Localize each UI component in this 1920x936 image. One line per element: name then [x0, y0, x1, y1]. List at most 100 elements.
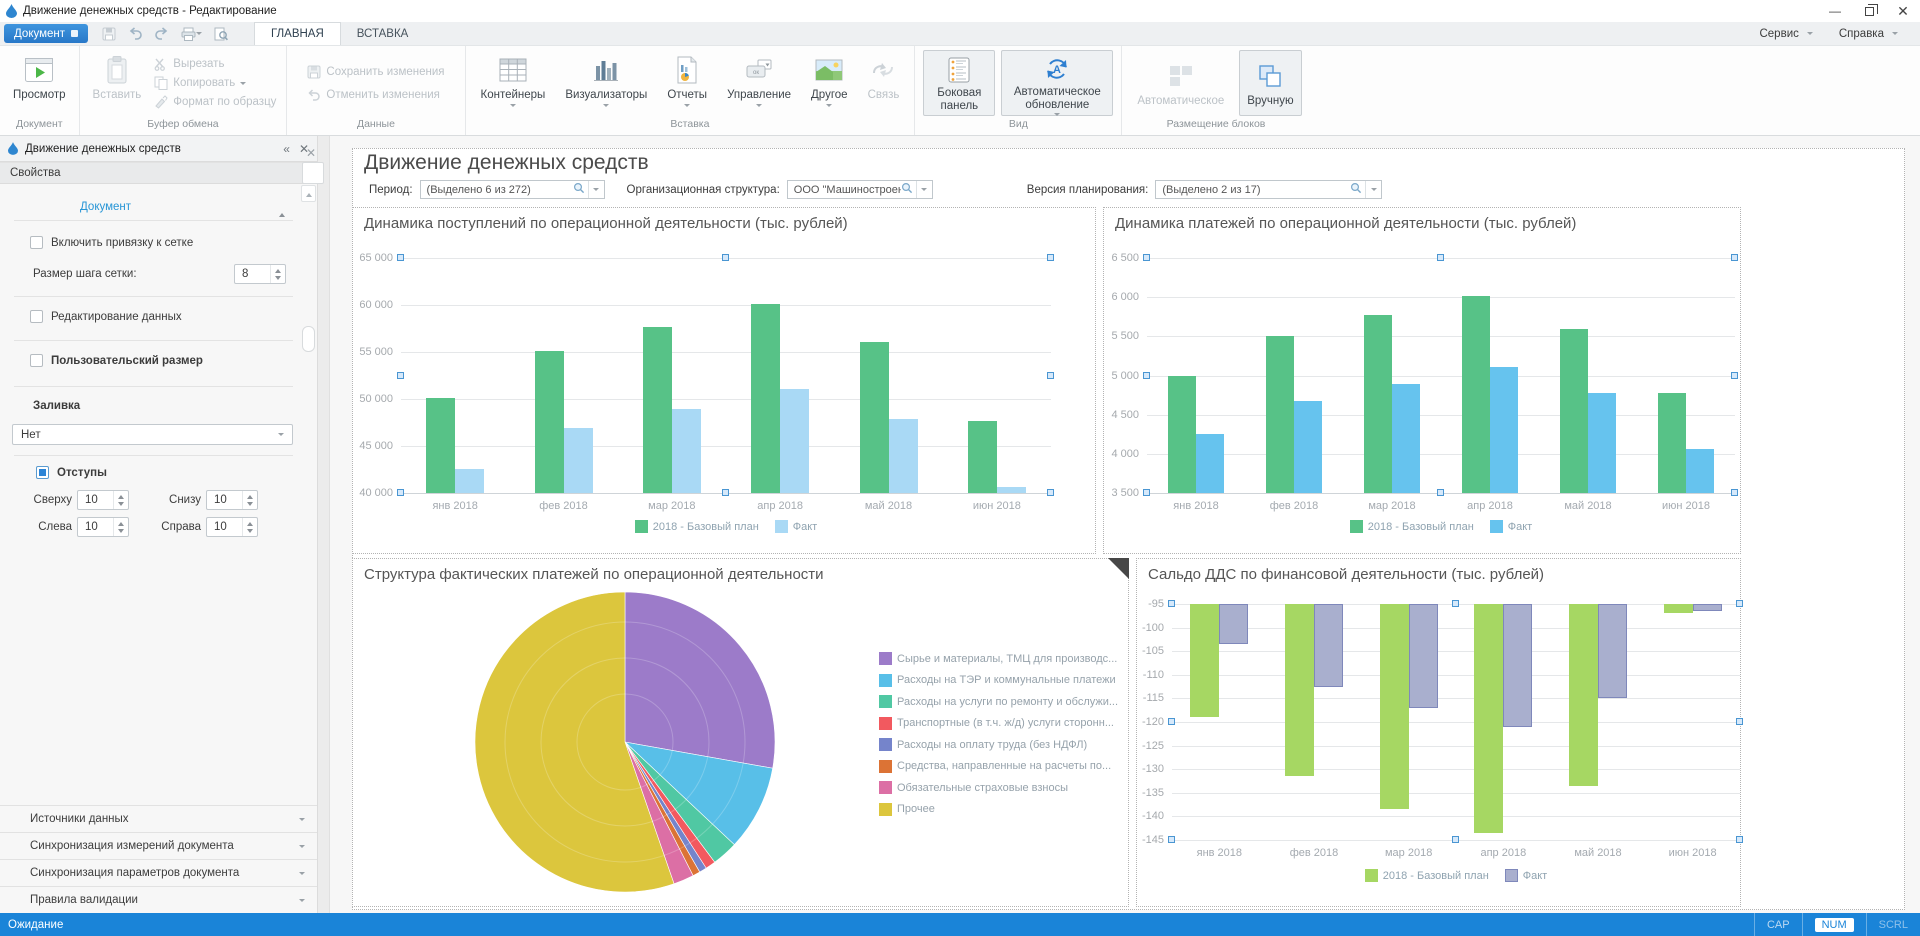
bar-fact[interactable]: [1588, 392, 1616, 493]
manual-layout-button[interactable]: Вручную: [1239, 50, 1302, 116]
bar-plan[interactable]: [1364, 315, 1392, 493]
sidebar-scrollbar[interactable]: [300, 184, 317, 805]
bar-plan[interactable]: [967, 420, 997, 493]
side-panel-toggle-button[interactable]: Боковая панель: [923, 50, 996, 116]
tab-insert[interactable]: ВСТАВКА: [356, 27, 409, 40]
bar-fact[interactable]: [1490, 366, 1518, 493]
block-close-icon[interactable]: ✕: [306, 146, 317, 160]
save-changes-button[interactable]: Сохранить изменения: [303, 64, 448, 80]
document-menu-button[interactable]: Документ: [4, 24, 89, 43]
selection-handle[interactable]: [1736, 600, 1743, 607]
selection-handle[interactable]: [1047, 371, 1054, 379]
selection-handle[interactable]: [1143, 371, 1150, 379]
bar-fact[interactable]: [888, 418, 918, 493]
sidebar-section-param-sync[interactable]: Синхронизация параметров документа: [0, 859, 317, 886]
filter-version-combo[interactable]: (Выделено 2 из 17): [1155, 180, 1383, 199]
data-editing-checkbox[interactable]: [30, 310, 43, 323]
selection-handle[interactable]: [397, 371, 404, 379]
bar-plan[interactable]: [1379, 604, 1409, 810]
bar-plan[interactable]: [426, 398, 456, 493]
selection-handle[interactable]: [1731, 489, 1738, 496]
bar-plan[interactable]: [751, 304, 781, 493]
pie-slice[interactable]: [474, 591, 675, 893]
selection-handle[interactable]: [1047, 254, 1054, 261]
selection-handle[interactable]: [1437, 489, 1444, 496]
selection-handle[interactable]: [1731, 371, 1738, 379]
document-section-link[interactable]: Документ: [80, 201, 132, 213]
bar-fact[interactable]: [563, 428, 593, 493]
redo-button[interactable]: [150, 24, 172, 44]
bar-fact[interactable]: [1686, 449, 1714, 493]
sidebar-section-dim-sync[interactable]: Синхронизация измерений документа: [0, 832, 317, 859]
bar-fact[interactable]: [996, 487, 1026, 493]
bar-fact[interactable]: [780, 388, 810, 493]
chevron-down-icon[interactable]: [587, 181, 604, 198]
bar-fact[interactable]: [1503, 604, 1533, 727]
selection-handle[interactable]: [1143, 489, 1150, 496]
selection-handle[interactable]: [1452, 836, 1459, 843]
chart-block-receipts[interactable]: Динамика поступлений по операционной дея…: [352, 207, 1096, 554]
snap-to-grid-checkbox[interactable]: [30, 236, 43, 249]
margin-right-spinner[interactable]: 10: [206, 517, 258, 537]
visualizers-button[interactable]: Визуализаторы: [558, 50, 654, 116]
cancel-changes-button[interactable]: Отменить изменения: [303, 88, 448, 102]
selection-handle[interactable]: [1731, 254, 1738, 261]
save-button[interactable]: [98, 24, 120, 44]
link-button[interactable]: Связь: [861, 50, 907, 116]
bar-plan[interactable]: [1569, 604, 1598, 786]
format-painter-button[interactable]: Формат по образцу: [150, 94, 280, 110]
bar-fact[interactable]: [1598, 604, 1627, 699]
reports-button[interactable]: Отчеты: [660, 50, 714, 116]
bar-fact[interactable]: [1196, 434, 1224, 493]
pie-slice[interactable]: [624, 741, 774, 846]
bar-plan[interactable]: [1560, 328, 1588, 493]
auto-layout-button[interactable]: Автоматическое: [1130, 50, 1231, 116]
preview-mode-button[interactable]: Просмотр: [6, 50, 73, 116]
pie-slice[interactable]: [624, 591, 776, 769]
restore-button[interactable]: [1852, 0, 1886, 22]
paste-button[interactable]: Вставить: [86, 50, 149, 116]
bar-fact[interactable]: [671, 409, 701, 493]
collapse-panel-button[interactable]: «: [283, 141, 290, 156]
sidebar-splitter[interactable]: [318, 136, 330, 913]
selection-handle[interactable]: [1047, 489, 1054, 496]
other-button[interactable]: Другое: [804, 50, 855, 116]
bar-plan[interactable]: [1663, 604, 1693, 614]
custom-size-checkbox[interactable]: [30, 354, 43, 367]
undo-button[interactable]: [124, 24, 146, 44]
selection-handle[interactable]: [722, 254, 729, 261]
filter-period-combo[interactable]: (Выделено 6 из 272): [419, 180, 605, 199]
bar-plan[interactable]: [859, 341, 889, 493]
selection-handle[interactable]: [1168, 600, 1175, 607]
cut-button[interactable]: Вырезать: [150, 56, 280, 72]
margin-bottom-spinner[interactable]: 10: [206, 490, 258, 510]
close-button[interactable]: ✕: [1897, 2, 1909, 19]
selection-handle[interactable]: [1736, 718, 1743, 725]
selection-handle[interactable]: [1437, 254, 1444, 261]
controls-button[interactable]: ок Управление: [720, 50, 798, 116]
close-panel-button[interactable]: ✕: [298, 141, 309, 156]
fill-dropdown[interactable]: Нет: [12, 424, 293, 445]
auto-refresh-toggle-button[interactable]: A Автоматическое обновление: [1001, 50, 1114, 116]
margin-left-spinner[interactable]: 10: [77, 517, 129, 537]
sidebar-section-data-sources[interactable]: Источники данных: [0, 805, 317, 832]
bar-fact[interactable]: [455, 468, 485, 493]
bar-plan[interactable]: [642, 326, 672, 493]
selection-handle[interactable]: [397, 489, 404, 496]
bar-fact[interactable]: [1392, 384, 1420, 493]
bar-fact[interactable]: [1692, 604, 1722, 612]
grid-step-spinner[interactable]: 8: [234, 264, 286, 284]
selection-handle[interactable]: [1168, 718, 1175, 725]
bar-plan[interactable]: [1474, 604, 1504, 833]
tab-main[interactable]: ГЛАВНАЯ: [254, 22, 341, 45]
chevron-down-icon[interactable]: [915, 181, 932, 198]
chart-block-structure[interactable]: Структура фактических платежей по операц…: [352, 558, 1129, 907]
selection-handle[interactable]: [1143, 254, 1150, 261]
bar-fact[interactable]: [1314, 604, 1343, 687]
bar-plan[interactable]: [1190, 604, 1220, 718]
chart-block-payments[interactable]: Динамика платежей по операционной деятел…: [1103, 207, 1741, 554]
help-menu[interactable]: Справка: [1839, 28, 1898, 40]
bar-fact[interactable]: [1294, 401, 1322, 493]
bar-plan[interactable]: [1285, 604, 1314, 777]
bar-plan[interactable]: [534, 351, 564, 493]
